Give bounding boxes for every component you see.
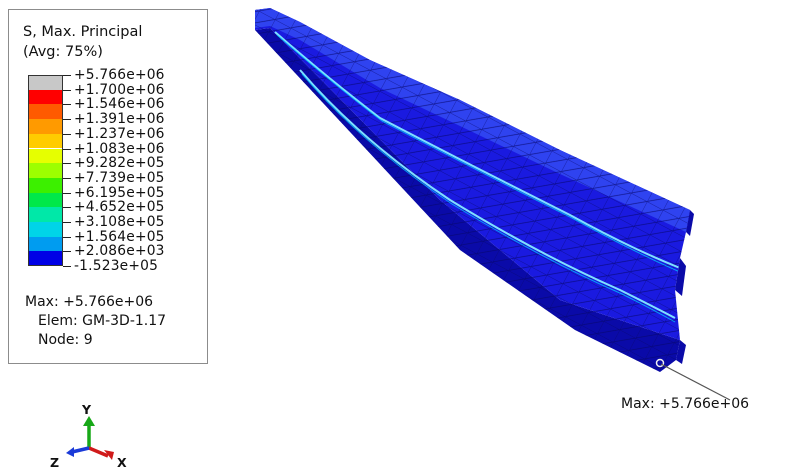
legend-level-label: +9.282e+05 [74,155,165,172]
legend-tick [63,133,71,135]
legend-subtitle: (Avg: 75%) [23,44,103,60]
legend-tick [63,89,71,91]
legend-color-swatch [28,133,63,149]
legend-tick [63,236,71,238]
legend-level-label: +1.391e+06 [74,111,165,128]
triad-y-label: Y [82,402,92,417]
legend-color-swatch [28,251,63,267]
legend-color-swatch [28,75,63,90]
legend-level-label: +1.700e+06 [74,81,165,98]
legend-tick [63,104,71,106]
legend-color-swatch [28,163,63,178]
crack-line-upper [274,31,681,269]
legend-color-swatch [28,148,63,164]
triad-z-label: Z [50,455,60,470]
legend-level-label: +3.108e+05 [74,214,165,230]
legend-title: S, Max. Principal [23,24,143,40]
max-value-callout: Max: +5.766e+06 [621,396,750,412]
legend-node: Node: 9 [38,332,93,348]
legend-level-label: +4.652e+05 [74,199,165,216]
legend-tick [63,75,71,76]
legend-color-swatch [28,207,63,222]
legend-level-label: -1.523e+05 [74,258,159,275]
legend-color-swatch [28,177,63,193]
legend-level-label: +5.766e+06 [74,67,165,83]
legend-color-swatch [28,236,63,252]
legend-tick [63,177,71,179]
legend-tick [63,266,71,268]
legend-tick [63,192,71,194]
legend-tick [63,251,71,253]
legend-level-label: +6.195e+05 [74,184,165,201]
max-leader-line [660,363,731,401]
crack-line-lower [299,69,676,319]
legend-element: Elem: GM-3D-1.17 [38,313,167,329]
coordinate-triad [66,416,114,460]
legend-color-swatch [28,89,63,105]
legend-tick [63,148,71,150]
legend-level-label: +1.564e+05 [74,228,165,245]
legend-level-label: +1.237e+06 [74,125,165,142]
legend-color-swatch [28,222,63,237]
legend-color-swatch [28,192,63,208]
legend-color-swatch [28,104,63,120]
triad-x-label: X [117,455,127,470]
legend-tick [63,119,71,121]
legend-level-label: +2.086e+03 [74,243,165,260]
contour-legend: S, Max. Principal (Avg: 75%) +5.766e+06 +… [8,9,208,364]
legend-level-label: +1.546e+06 [74,96,165,113]
max-node-marker [655,358,665,368]
legend-color-swatch [28,119,63,134]
legend-scale-outline [28,75,63,267]
legend-level-label: +7.739e+05 [74,169,165,186]
legend-max-value: Max: +5.766e+06 [25,294,154,310]
legend-tick [63,163,71,165]
legend-tick [63,207,71,209]
legend-level-label: +1.083e+06 [74,140,165,157]
legend-tick [63,222,71,223]
